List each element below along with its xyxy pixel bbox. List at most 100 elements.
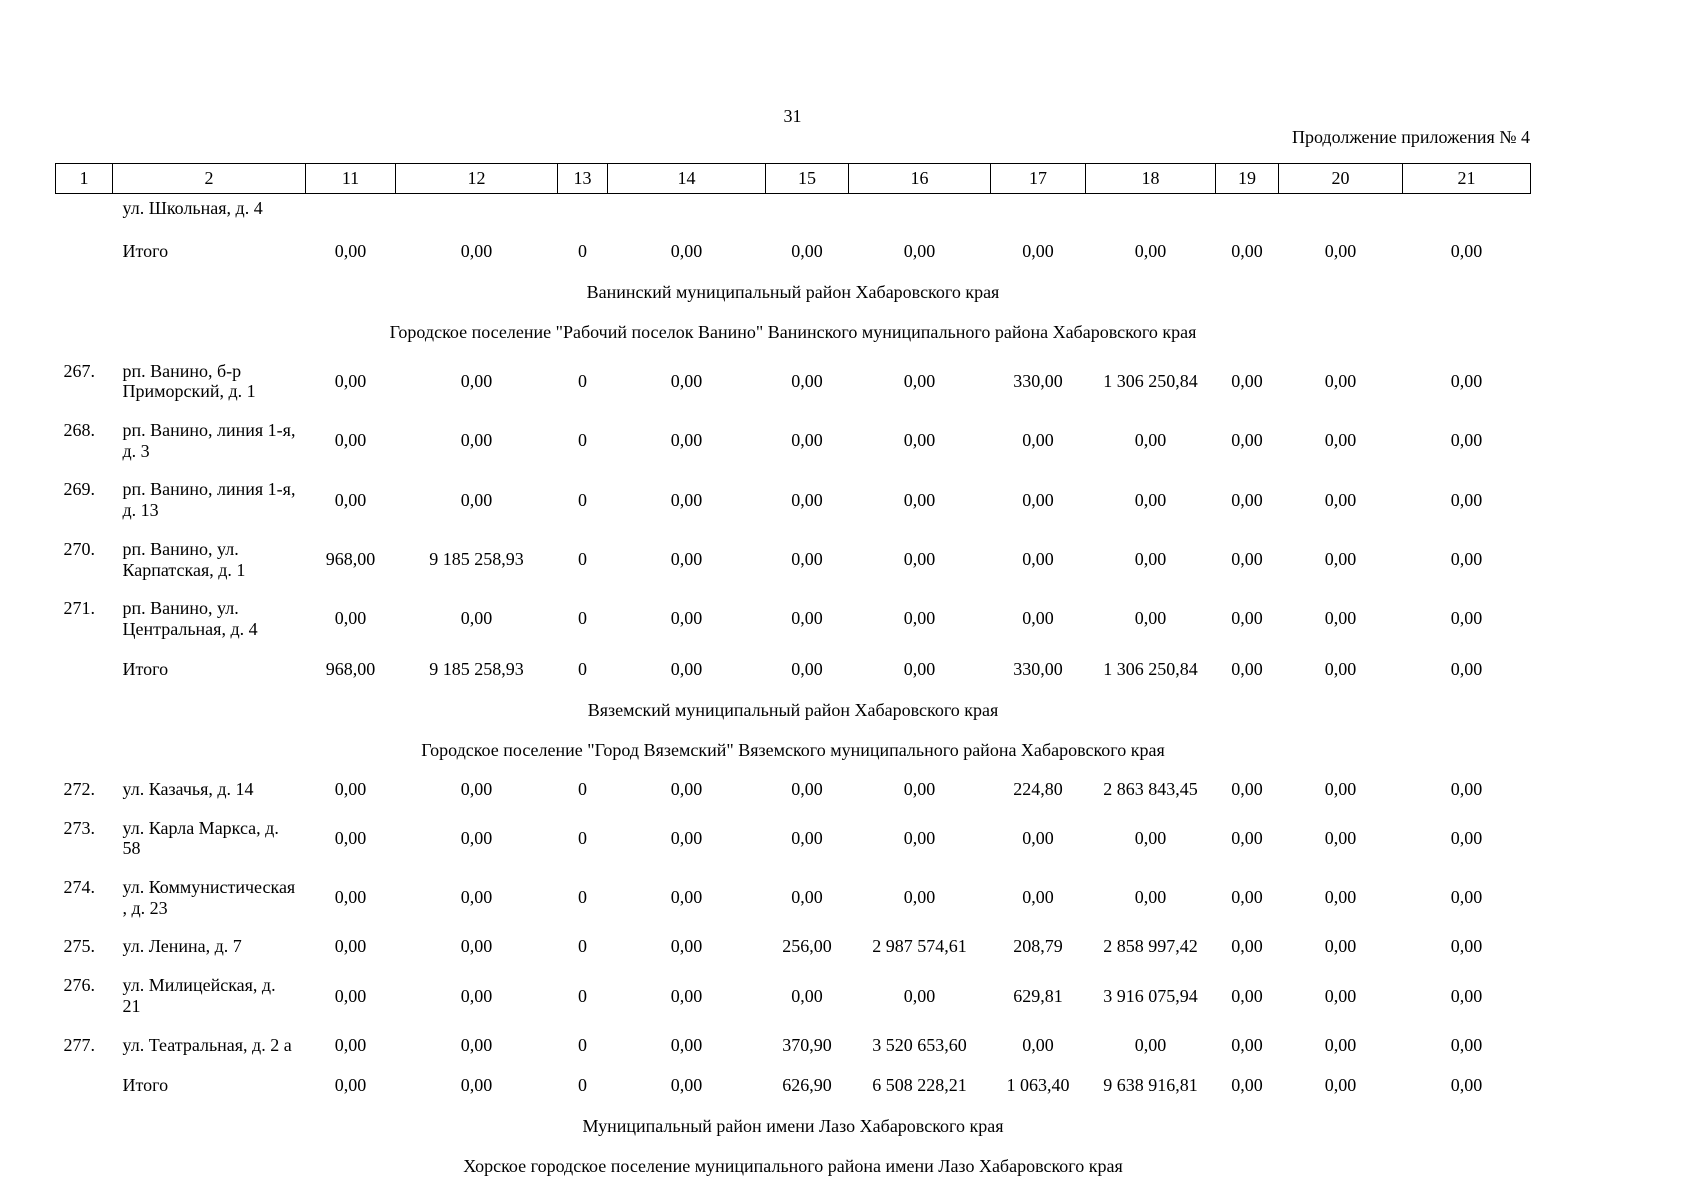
value-cell: 0,00 bbox=[670, 827, 703, 848]
value-cell: 0,00 bbox=[903, 827, 936, 848]
address-cell: рп. Ванино, линия 1-я, д. 13 bbox=[122, 479, 296, 521]
value-cell: 0,00 bbox=[1450, 936, 1483, 957]
table-row: 276. ул. Милицейская, д. 21 0,00 0,00 0 0,00 0… bbox=[56, 966, 1531, 1025]
row-number-cell: 271. bbox=[63, 598, 96, 619]
table-row: 267. рп. Ванино, б-р Приморский, д. 1 0,00… bbox=[56, 352, 1531, 411]
total-label-cell: Итого bbox=[122, 658, 169, 679]
section-header-row: Ванинский муниципальный район Хабаровско… bbox=[56, 272, 1531, 312]
value-cell: 0 bbox=[578, 827, 587, 848]
value-cell: 0,00 bbox=[460, 240, 493, 261]
total-label-cell: Итого bbox=[122, 240, 169, 261]
table-row: ул. Школьная, д. 4 bbox=[56, 194, 1531, 231]
value-cell: 0,00 bbox=[1324, 1034, 1357, 1055]
value-cell: 0,00 bbox=[460, 430, 493, 451]
value-cell: 0,00 bbox=[1231, 549, 1263, 569]
value-cell: 0,00 bbox=[1231, 936, 1263, 957]
column-header: 2 bbox=[112, 163, 306, 194]
value-cell: 0,00 bbox=[1450, 827, 1483, 848]
value-cell: 0,00 bbox=[1450, 430, 1483, 451]
value-cell: 370,90 bbox=[782, 1034, 832, 1055]
value-cell: 0,00 bbox=[1231, 1074, 1263, 1095]
address-cell: ул. Театральная, д. 2 а bbox=[122, 1034, 292, 1055]
value-cell: 0,00 bbox=[1231, 489, 1263, 510]
value-cell bbox=[991, 194, 1086, 231]
value-cell: 0,00 bbox=[1324, 887, 1357, 908]
address-cell: ул. Казачья, д. 14 bbox=[122, 778, 254, 799]
value-cell: 0,00 bbox=[1324, 240, 1357, 261]
value-cell: 0,00 bbox=[1324, 658, 1357, 679]
value-cell: 0,00 bbox=[903, 658, 936, 679]
value-cell: 0,00 bbox=[1324, 985, 1357, 1006]
value-cell: 1 306 250,84 bbox=[1103, 658, 1198, 679]
value-cell: 0 bbox=[578, 985, 587, 1006]
value-cell: 0,00 bbox=[670, 430, 703, 451]
value-cell: 0,00 bbox=[670, 1034, 703, 1055]
value-cell: 0,00 bbox=[670, 489, 703, 510]
value-cell bbox=[1279, 194, 1403, 231]
value-cell: 0,00 bbox=[460, 827, 493, 848]
value-cell: 0,00 bbox=[903, 370, 936, 391]
value-cell: 0,00 bbox=[791, 549, 823, 569]
column-header: 14 bbox=[607, 163, 766, 194]
row-number-cell bbox=[56, 231, 113, 272]
value-cell: 0 bbox=[578, 1074, 587, 1095]
value-cell: 208,79 bbox=[1013, 936, 1063, 957]
column-header: 12 bbox=[395, 163, 558, 194]
value-cell: 629,81 bbox=[1013, 985, 1063, 1006]
page-number: 31 bbox=[783, 106, 802, 126]
value-cell: 0,00 bbox=[334, 1074, 367, 1095]
value-cell: 0,00 bbox=[460, 489, 493, 510]
value-cell: 0,00 bbox=[1022, 430, 1054, 451]
column-header: 19 bbox=[1215, 163, 1279, 194]
value-cell: 0,00 bbox=[1231, 827, 1263, 848]
value-cell: 0,00 bbox=[791, 240, 823, 261]
data-table: 1 2 11 12 13 14 15 16 17 18 19 20 21 ул. Школьная, д… bbox=[55, 163, 1531, 1186]
value-cell: 0,00 bbox=[1134, 549, 1167, 569]
column-header: 11 bbox=[305, 163, 396, 194]
section-header: Вяземский муниципальный район Хабаровско… bbox=[587, 699, 999, 720]
column-header: 17 bbox=[990, 163, 1086, 194]
address-cell: рп. Ванино, б-р Приморский, д. 1 bbox=[122, 360, 256, 402]
value-cell: 0,00 bbox=[903, 887, 936, 908]
section-header: Ванинский муниципальный район Хабаровско… bbox=[586, 281, 1000, 302]
value-cell: 3 520 653,60 bbox=[872, 1034, 967, 1055]
value-cell: 0,00 bbox=[1231, 608, 1263, 629]
value-cell: 0,00 bbox=[791, 827, 823, 848]
value-cell: 0,00 bbox=[670, 778, 703, 799]
value-cell: 0,00 bbox=[670, 985, 703, 1006]
row-number-cell: 268. bbox=[63, 420, 96, 441]
value-cell: 0,00 bbox=[903, 608, 936, 629]
value-cell: 0,00 bbox=[334, 985, 367, 1006]
value-cell: 0,00 bbox=[460, 1074, 493, 1095]
table-row: 269. рп. Ванино, линия 1-я, д. 13 0,00 0,00… bbox=[56, 470, 1531, 529]
row-number-cell: 275. bbox=[63, 936, 96, 957]
value-cell: 330,00 bbox=[1013, 370, 1063, 391]
value-cell: 0,00 bbox=[1450, 489, 1483, 510]
value-cell bbox=[306, 194, 396, 231]
value-cell: 0,00 bbox=[1022, 489, 1054, 510]
value-cell: 0,00 bbox=[334, 936, 367, 957]
value-cell: 1 306 250,84 bbox=[1103, 370, 1198, 391]
value-cell: 0,00 bbox=[791, 658, 823, 679]
value-cell: 0,00 bbox=[1324, 827, 1357, 848]
row-number-cell bbox=[56, 194, 113, 231]
row-number-cell bbox=[56, 1065, 113, 1106]
value-cell: 0,00 bbox=[334, 827, 367, 848]
value-cell: 0 bbox=[578, 240, 587, 261]
value-cell bbox=[558, 194, 608, 231]
value-cell: 0,00 bbox=[1450, 549, 1483, 569]
value-cell: 1 063,40 bbox=[1006, 1074, 1070, 1095]
value-cell: 0,00 bbox=[460, 887, 493, 908]
value-cell: 0,00 bbox=[791, 370, 823, 391]
value-cell: 0,00 bbox=[1134, 1034, 1167, 1055]
value-cell: 0,00 bbox=[334, 1034, 367, 1055]
value-cell: 0,00 bbox=[1134, 489, 1167, 510]
value-cell: 0,00 bbox=[460, 1034, 493, 1055]
address-cell: рп. Ванино, линия 1-я, д. 3 bbox=[122, 420, 296, 461]
value-cell: 0,00 bbox=[903, 985, 936, 1006]
value-cell: 0,00 bbox=[1324, 936, 1357, 957]
value-cell bbox=[1216, 194, 1279, 231]
value-cell: 0,00 bbox=[903, 430, 936, 451]
address-cell: ул. Ленина, д. 7 bbox=[122, 936, 242, 957]
